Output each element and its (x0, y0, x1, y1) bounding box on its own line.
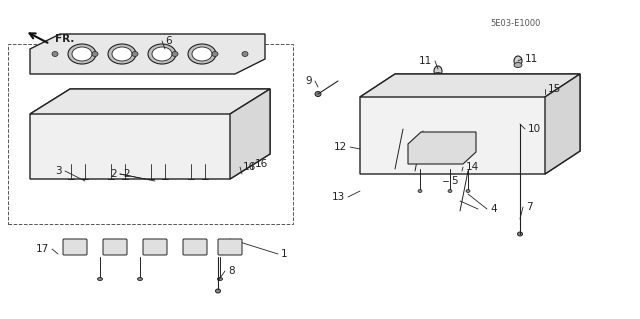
Ellipse shape (120, 245, 124, 249)
Text: 4: 4 (490, 204, 497, 214)
Ellipse shape (161, 154, 168, 160)
Text: 10: 10 (528, 124, 541, 134)
Ellipse shape (106, 245, 110, 249)
Text: 11: 11 (525, 54, 538, 64)
Ellipse shape (188, 44, 216, 64)
Ellipse shape (160, 245, 164, 249)
Ellipse shape (192, 47, 212, 61)
Text: 5E03-E1000: 5E03-E1000 (490, 19, 540, 28)
Text: 5: 5 (451, 176, 458, 186)
Ellipse shape (183, 125, 213, 147)
Ellipse shape (147, 154, 154, 160)
Ellipse shape (235, 245, 239, 249)
Polygon shape (230, 89, 270, 179)
Ellipse shape (418, 189, 422, 192)
Ellipse shape (221, 245, 225, 249)
Text: 9: 9 (305, 76, 312, 86)
Text: 8: 8 (228, 266, 235, 276)
Ellipse shape (52, 51, 58, 56)
Ellipse shape (92, 51, 98, 56)
Text: 14: 14 (466, 162, 479, 172)
Ellipse shape (202, 154, 209, 160)
FancyBboxPatch shape (63, 239, 87, 255)
Ellipse shape (212, 51, 218, 56)
Ellipse shape (218, 278, 223, 280)
Ellipse shape (66, 245, 70, 249)
Text: 2: 2 (123, 169, 130, 179)
Ellipse shape (514, 56, 522, 66)
Ellipse shape (434, 72, 442, 78)
Text: 3: 3 (56, 166, 62, 176)
Polygon shape (360, 74, 580, 97)
FancyBboxPatch shape (143, 239, 167, 255)
Ellipse shape (516, 121, 524, 127)
Text: 12: 12 (333, 142, 347, 152)
FancyBboxPatch shape (183, 239, 207, 255)
Text: 16: 16 (243, 162, 256, 172)
Ellipse shape (242, 51, 248, 56)
Polygon shape (545, 74, 580, 174)
Polygon shape (30, 89, 270, 179)
Ellipse shape (143, 125, 173, 147)
Ellipse shape (200, 245, 204, 249)
Text: 15: 15 (548, 84, 561, 94)
Ellipse shape (187, 128, 209, 144)
Ellipse shape (518, 232, 522, 236)
Ellipse shape (424, 145, 436, 153)
Text: 6: 6 (165, 36, 172, 46)
Text: 17: 17 (36, 244, 49, 254)
Ellipse shape (172, 51, 178, 56)
Ellipse shape (448, 189, 452, 192)
Ellipse shape (112, 47, 132, 61)
Text: FR.: FR. (55, 34, 74, 44)
Ellipse shape (80, 245, 84, 249)
Polygon shape (408, 132, 476, 164)
Ellipse shape (138, 278, 143, 280)
Ellipse shape (81, 154, 88, 160)
Ellipse shape (370, 130, 380, 137)
Polygon shape (30, 34, 265, 74)
Ellipse shape (434, 66, 442, 76)
Ellipse shape (108, 44, 136, 64)
Ellipse shape (68, 44, 96, 64)
Ellipse shape (466, 189, 470, 192)
Ellipse shape (370, 106, 380, 113)
Polygon shape (360, 74, 580, 174)
Ellipse shape (367, 128, 383, 140)
Ellipse shape (445, 145, 454, 152)
Ellipse shape (108, 154, 115, 160)
Ellipse shape (146, 245, 150, 249)
FancyBboxPatch shape (218, 239, 242, 255)
Ellipse shape (97, 278, 102, 280)
Text: 16: 16 (255, 159, 268, 169)
Bar (8, 44, 293, 224)
Ellipse shape (67, 128, 89, 144)
Ellipse shape (67, 154, 74, 160)
Ellipse shape (315, 92, 321, 97)
Text: 7: 7 (526, 202, 532, 212)
Text: 13: 13 (332, 192, 345, 202)
Ellipse shape (188, 154, 195, 160)
Text: 11: 11 (419, 56, 432, 66)
Ellipse shape (122, 154, 129, 160)
Polygon shape (30, 89, 270, 114)
Ellipse shape (63, 125, 93, 147)
Text: 2: 2 (110, 169, 117, 179)
Ellipse shape (103, 125, 133, 147)
Ellipse shape (216, 289, 221, 293)
Ellipse shape (148, 44, 176, 64)
Ellipse shape (72, 47, 92, 61)
FancyBboxPatch shape (103, 239, 127, 255)
Ellipse shape (107, 128, 129, 144)
Ellipse shape (147, 128, 169, 144)
Ellipse shape (186, 245, 190, 249)
Text: 1: 1 (281, 249, 287, 259)
Ellipse shape (152, 47, 172, 61)
Ellipse shape (132, 51, 138, 56)
Ellipse shape (514, 63, 522, 68)
Ellipse shape (367, 103, 383, 115)
